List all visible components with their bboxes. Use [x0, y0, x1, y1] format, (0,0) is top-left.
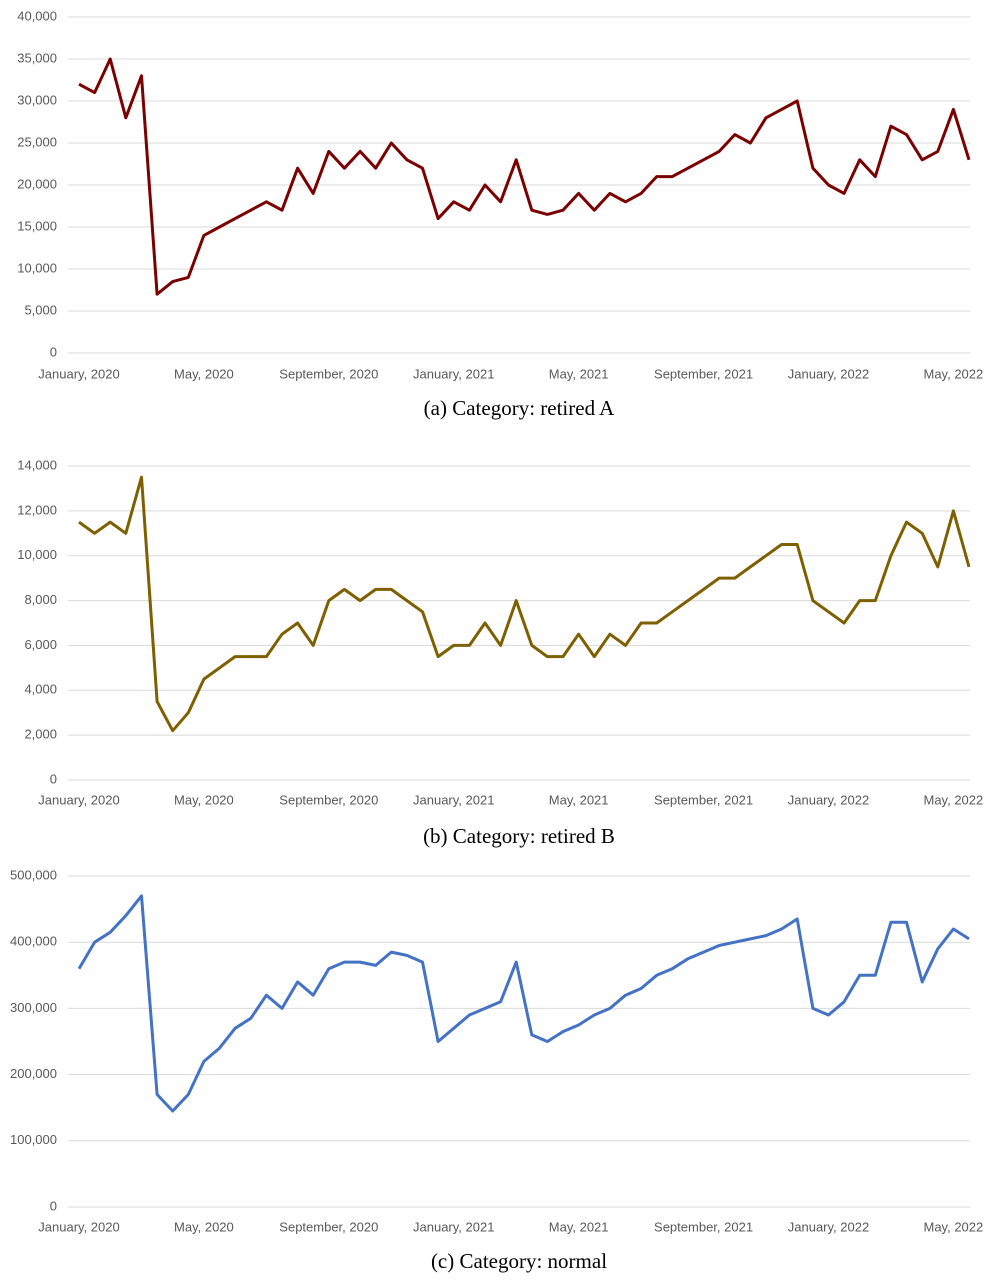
y-tick-label: 6,000: [24, 637, 57, 652]
caption: (a) Category: retired A: [424, 396, 616, 420]
y-tick-label: 14,000: [17, 457, 57, 472]
x-tick-label: January, 2020: [38, 792, 119, 807]
y-tick-label: 100,000: [10, 1132, 57, 1147]
y-tick-label: 35,000: [17, 50, 57, 65]
x-tick-label: January, 2020: [38, 1219, 119, 1234]
x-tick-label: January, 2021: [413, 366, 494, 381]
x-tick-label: January, 2021: [413, 792, 494, 807]
x-tick-label: January, 2021: [413, 1219, 494, 1234]
x-tick-label: September, 2020: [279, 366, 378, 381]
data-line: [78, 57, 971, 296]
x-tick-label: September, 2020: [279, 792, 378, 807]
data-line: [77, 894, 970, 1113]
y-tick-label: 500,000: [10, 867, 57, 882]
y-tick-label: 400,000: [10, 934, 57, 949]
y-tick-label: 0: [50, 1198, 57, 1213]
y-tick-label: 4,000: [24, 682, 57, 697]
x-tick-label: January, 2022: [788, 1219, 869, 1234]
y-tick-label: 0: [50, 344, 57, 359]
x-tick-label: May, 2020: [174, 366, 234, 381]
x-tick-label: May, 2021: [549, 792, 609, 807]
data-line: [78, 475, 971, 733]
y-tick-label: 25,000: [17, 134, 57, 149]
x-tick-label: May, 2021: [549, 366, 609, 381]
y-tick-label: 300,000: [10, 1000, 57, 1015]
y-tick-label: 8,000: [24, 592, 57, 607]
caption: (c) Category: normal: [431, 1249, 607, 1273]
y-tick-label: 30,000: [17, 92, 57, 107]
x-tick-label: January, 2020: [38, 366, 119, 381]
x-tick-label: May, 2020: [174, 792, 234, 807]
x-tick-label: May, 2022: [924, 366, 984, 381]
x-tick-label: January, 2022: [788, 792, 869, 807]
x-tick-label: September, 2020: [279, 1219, 378, 1234]
y-tick-label: 200,000: [10, 1066, 57, 1081]
caption: (b) Category: retired B: [423, 824, 615, 848]
x-tick-label: May, 2021: [549, 1219, 609, 1234]
y-tick-label: 12,000: [17, 502, 57, 517]
x-tick-label: May, 2022: [924, 792, 984, 807]
y-tick-label: 40,000: [17, 8, 57, 23]
y-tick-label: 0: [50, 771, 57, 786]
y-tick-label: 20,000: [17, 176, 57, 191]
y-tick-label: 15,000: [17, 218, 57, 233]
x-tick-label: May, 2022: [924, 1219, 984, 1234]
y-tick-label: 10,000: [17, 260, 57, 275]
x-tick-label: January, 2022: [788, 366, 869, 381]
y-tick-label: 2,000: [24, 727, 57, 742]
x-tick-label: September, 2021: [654, 792, 753, 807]
x-tick-label: September, 2021: [654, 1219, 753, 1234]
y-tick-label: 10,000: [17, 547, 57, 562]
x-tick-label: September, 2021: [654, 366, 753, 381]
y-tick-label: 5,000: [24, 302, 57, 317]
x-tick-label: May, 2020: [174, 1219, 234, 1234]
